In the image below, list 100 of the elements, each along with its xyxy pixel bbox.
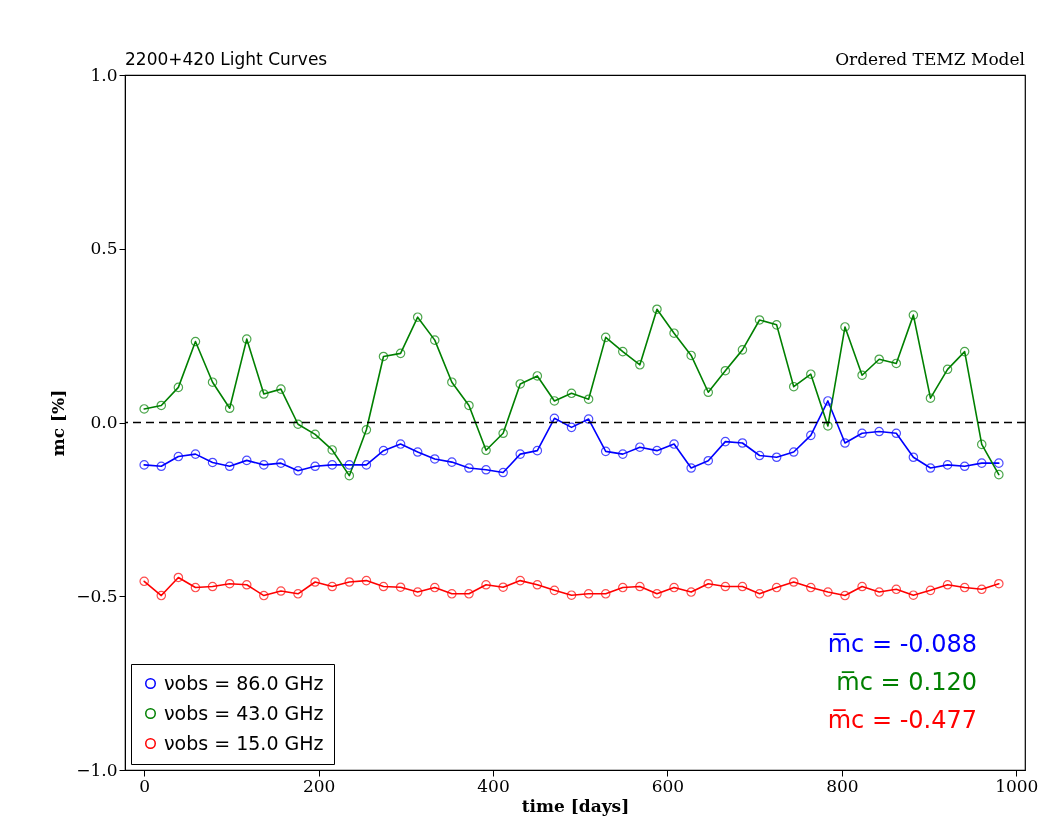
point: [515, 575, 526, 586]
point: [310, 461, 320, 472]
point: [994, 469, 1004, 480]
point: [703, 387, 714, 398]
point: [361, 575, 372, 586]
point: [515, 379, 526, 389]
point: [412, 447, 423, 457]
annotation: m̅c = -0.088: [827, 630, 977, 658]
point: [156, 590, 167, 601]
y-tick-label: 1.0: [90, 64, 118, 85]
point: [447, 377, 457, 387]
point: [241, 580, 252, 590]
point: [139, 460, 149, 470]
point: [515, 449, 526, 459]
x-axis-title: time [days]: [521, 795, 630, 816]
x-tick-label: 400: [477, 775, 510, 796]
point: [857, 581, 867, 592]
y-tick-label: 0.5: [90, 238, 118, 259]
point: [224, 461, 235, 472]
point: [840, 438, 850, 448]
point: [754, 315, 765, 325]
point: [395, 439, 406, 449]
point: [771, 582, 782, 593]
point: [652, 445, 662, 456]
point: [481, 464, 491, 475]
point: [925, 585, 936, 596]
point: [259, 460, 269, 470]
point: [857, 428, 867, 439]
point: [276, 586, 286, 596]
point: [447, 589, 457, 599]
point: [703, 578, 714, 589]
point: [293, 419, 303, 430]
point: [925, 463, 936, 473]
point: [259, 389, 269, 399]
point: [669, 328, 679, 338]
point: [788, 381, 799, 392]
point: [754, 589, 765, 599]
point: [429, 454, 440, 464]
point: [840, 322, 850, 332]
point: [942, 580, 953, 590]
point: [481, 445, 491, 456]
point: [173, 451, 184, 462]
y-tick-label: −0.5: [76, 585, 118, 606]
point: [823, 396, 833, 406]
chart-title: 2200+420 Light Curves: [125, 49, 328, 69]
point: [720, 581, 731, 592]
point: [310, 577, 320, 587]
point: [190, 336, 201, 347]
point: [686, 587, 696, 597]
point: [908, 590, 919, 600]
point: [412, 312, 423, 322]
point: [600, 332, 611, 343]
point: [806, 582, 816, 593]
point: [190, 582, 201, 593]
point: [566, 422, 577, 433]
point: [720, 365, 731, 376]
point: [942, 364, 953, 375]
point: [532, 371, 543, 381]
point: [891, 584, 902, 595]
point: [583, 589, 594, 599]
y-axis-title: mc [%]: [48, 389, 69, 457]
point: [908, 452, 919, 463]
legend-label: νobs = 15.0 GHz: [164, 731, 324, 754]
point: [344, 460, 355, 470]
point: [566, 590, 577, 600]
point: [276, 458, 286, 468]
point: [447, 457, 457, 467]
point: [327, 445, 337, 455]
x-tick-label: 1000: [995, 775, 1039, 796]
point: [874, 587, 884, 597]
point: [891, 428, 902, 439]
point: [583, 414, 594, 424]
point: [891, 358, 902, 369]
point: [156, 400, 167, 411]
legend-label: νobs = 43.0 GHz: [164, 701, 324, 724]
point: [429, 582, 440, 593]
point: [686, 463, 696, 473]
point: [498, 582, 508, 592]
point: [259, 590, 269, 601]
point: [618, 346, 628, 357]
annotation: m̅c = -0.477: [827, 706, 977, 734]
point: [327, 581, 337, 592]
point: [464, 589, 474, 599]
point: [618, 449, 628, 459]
point: [959, 461, 970, 472]
point: [754, 450, 765, 461]
point: [771, 452, 782, 463]
point: [498, 428, 508, 439]
point: [737, 438, 748, 448]
point: [788, 577, 799, 587]
point: [823, 421, 833, 431]
point: [823, 587, 833, 597]
point: [806, 430, 816, 441]
point: [703, 455, 714, 466]
point: [857, 370, 867, 381]
point: [976, 458, 987, 468]
point: [173, 382, 184, 393]
point: [481, 580, 491, 590]
point: [378, 351, 389, 362]
point: [190, 449, 201, 459]
